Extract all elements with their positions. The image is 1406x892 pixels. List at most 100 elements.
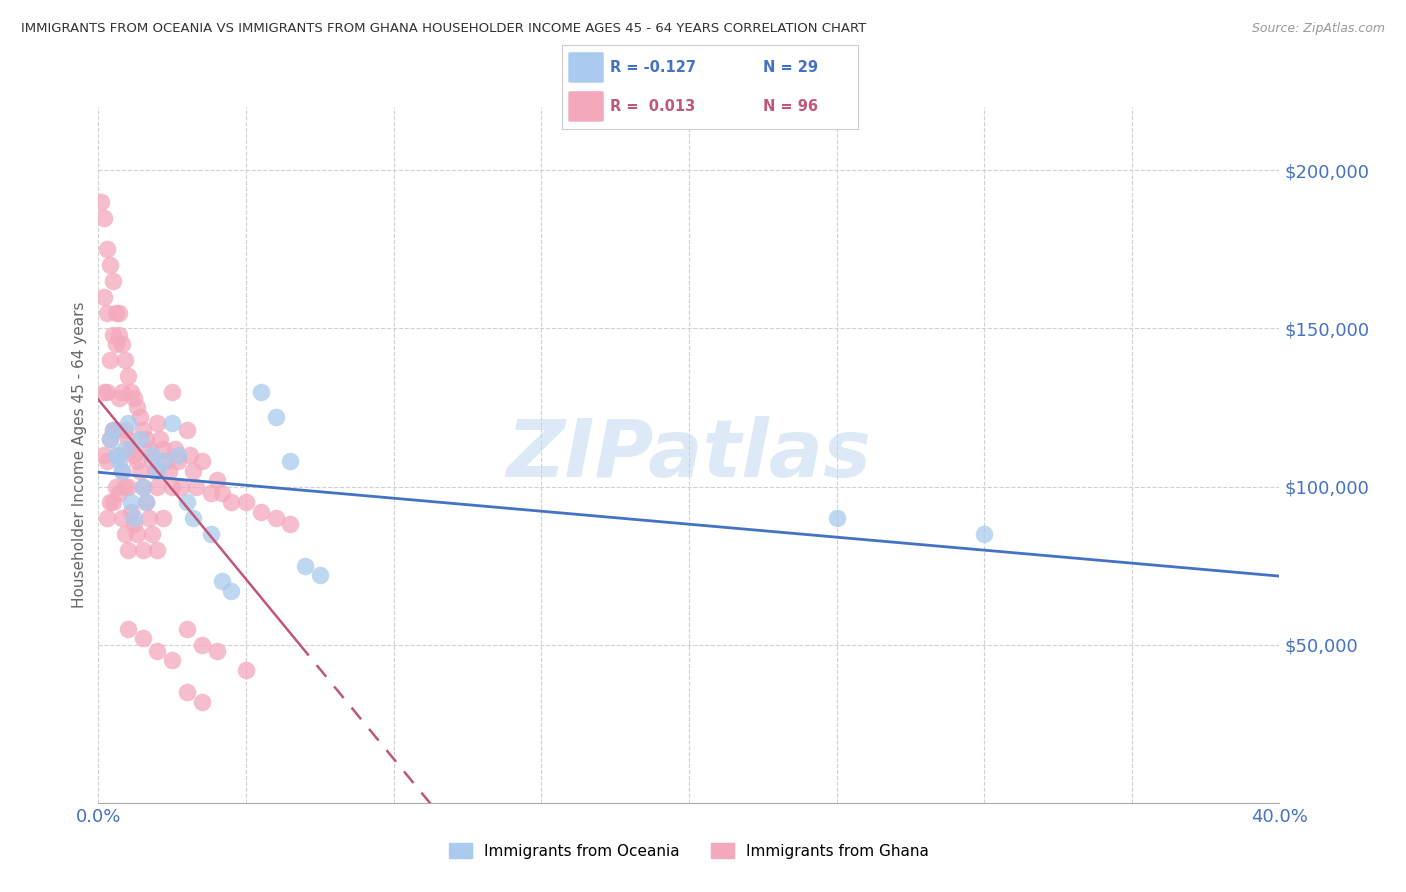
Point: [120, 505, 142, 519]
Point: [191, 454, 214, 468]
Point: [103, 274, 125, 288]
Point: [152, 511, 174, 525]
Point: [122, 448, 145, 462]
Point: [128, 464, 150, 478]
Point: [141, 527, 163, 541]
Point: [117, 542, 139, 557]
Point: [105, 423, 128, 437]
Point: [105, 448, 128, 462]
Point: [149, 432, 172, 446]
Point: [96, 305, 118, 319]
Point: [125, 527, 148, 541]
Point: [98, 353, 121, 368]
Point: [973, 527, 995, 541]
Point: [135, 495, 157, 509]
Point: [114, 423, 136, 437]
Point: [309, 568, 332, 582]
Point: [141, 454, 163, 468]
Text: R =  0.013: R = 0.013: [610, 99, 695, 114]
Point: [280, 517, 302, 532]
Point: [103, 423, 125, 437]
Point: [135, 432, 157, 446]
Point: [155, 454, 177, 468]
Point: [103, 495, 125, 509]
Point: [138, 511, 160, 525]
Point: [135, 495, 157, 509]
Point: [191, 638, 214, 652]
Point: [132, 423, 155, 437]
Text: ZIPatlas: ZIPatlas: [506, 416, 872, 494]
Point: [264, 511, 287, 525]
Point: [264, 409, 287, 424]
Point: [117, 432, 139, 446]
Point: [114, 353, 136, 368]
Point: [132, 542, 155, 557]
Point: [117, 479, 139, 493]
FancyBboxPatch shape: [568, 53, 603, 83]
Point: [117, 417, 139, 431]
Point: [90, 194, 112, 209]
Y-axis label: Householder Income Ages 45 - 64 years: Householder Income Ages 45 - 64 years: [72, 301, 87, 608]
Point: [162, 384, 183, 399]
Point: [235, 663, 257, 677]
Legend: Immigrants from Oceania, Immigrants from Ghana: Immigrants from Oceania, Immigrants from…: [443, 837, 935, 864]
Point: [122, 517, 145, 532]
Point: [132, 479, 155, 493]
Point: [98, 432, 121, 446]
Point: [280, 454, 302, 468]
Point: [211, 486, 233, 500]
Point: [162, 417, 183, 431]
Point: [132, 479, 155, 493]
Point: [120, 384, 142, 399]
Point: [157, 464, 180, 478]
Point: [176, 622, 198, 636]
Point: [96, 454, 118, 468]
Point: [294, 558, 316, 573]
Point: [179, 448, 201, 462]
Point: [111, 384, 134, 399]
Point: [132, 632, 155, 646]
Point: [105, 337, 128, 351]
Point: [181, 464, 204, 478]
Point: [167, 448, 190, 462]
Point: [146, 542, 169, 557]
Point: [93, 290, 115, 304]
Point: [105, 305, 128, 319]
Point: [120, 495, 142, 509]
Point: [108, 454, 131, 468]
Point: [114, 442, 136, 456]
Point: [122, 511, 145, 525]
Text: N = 96: N = 96: [763, 99, 818, 114]
Point: [184, 479, 207, 493]
Text: IMMIGRANTS FROM OCEANIA VS IMMIGRANTS FROM GHANA HOUSEHOLDER INCOME AGES 45 - 64: IMMIGRANTS FROM OCEANIA VS IMMIGRANTS FR…: [21, 22, 866, 36]
FancyBboxPatch shape: [568, 91, 603, 121]
Point: [146, 417, 169, 431]
Point: [138, 442, 160, 456]
Point: [128, 432, 150, 446]
Point: [93, 211, 115, 225]
Point: [122, 391, 145, 405]
Point: [146, 464, 169, 478]
Point: [162, 653, 183, 667]
Point: [114, 527, 136, 541]
Point: [117, 622, 139, 636]
Point: [103, 327, 125, 342]
Point: [250, 384, 273, 399]
Point: [111, 464, 134, 478]
Point: [111, 464, 134, 478]
Point: [191, 695, 214, 709]
Text: N = 29: N = 29: [763, 60, 818, 75]
Point: [143, 464, 166, 478]
Point: [98, 432, 121, 446]
Point: [93, 384, 115, 399]
Point: [205, 473, 228, 487]
Point: [125, 454, 148, 468]
Point: [108, 305, 131, 319]
Point: [176, 685, 198, 699]
Point: [96, 511, 118, 525]
Point: [176, 495, 198, 509]
Point: [105, 479, 128, 493]
Point: [120, 442, 142, 456]
Point: [165, 442, 187, 456]
Point: [176, 423, 198, 437]
